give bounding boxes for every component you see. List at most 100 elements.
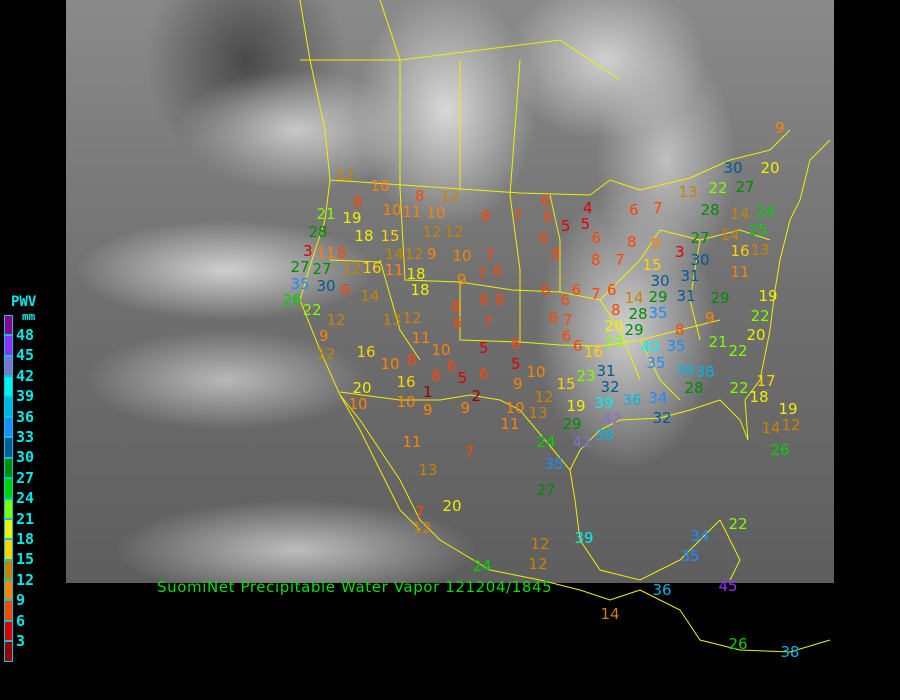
state-lines (329, 187, 771, 401)
us-mexico-border (339, 391, 571, 471)
station-pwv-value: 6 (560, 290, 571, 309)
station-pwv-value: 35 (680, 546, 700, 565)
station-pwv-value: 12 (444, 222, 464, 241)
station-pwv-value: 32 (600, 377, 620, 396)
station-pwv-value: 34 (690, 526, 710, 545)
station-pwv-value: 42 (572, 432, 592, 451)
station-pwv-value: 7 (465, 442, 475, 461)
canada-provinces (300, 0, 621, 196)
station-pwv-value: 38 (695, 362, 715, 381)
station-pwv-value: 35 (544, 454, 564, 473)
legend-swatch (4, 376, 13, 397)
station-pwv-value: 10 (431, 340, 451, 359)
station-pwv-value: 12 (422, 222, 442, 241)
legend-tick-label: 9 (16, 591, 26, 610)
station-pwv-value: 15 (380, 226, 400, 245)
station-pwv-value: 11 (402, 432, 422, 451)
station-pwv-value: 14 (720, 225, 740, 244)
station-pwv-value: 13 (678, 182, 698, 201)
station-pwv-value: 6 (479, 290, 489, 309)
station-pwv-value: 10 (396, 392, 416, 411)
station-pwv-value: 13 (418, 460, 438, 479)
station-pwv-value: 10 (526, 362, 546, 381)
atlantic-coast (759, 139, 831, 381)
station-pwv-value: 6 (549, 308, 559, 327)
station-pwv-value: 12 (440, 187, 460, 206)
station-pwv-value: 19 (758, 286, 778, 305)
legend-swatch (4, 315, 13, 336)
station-pwv-value: 19 (342, 209, 362, 227)
station-pwv-value: 8 (353, 193, 363, 211)
pacific-coast (299, 0, 641, 601)
station-pwv-value: 15 (642, 256, 662, 274)
central-america (639, 589, 831, 653)
station-pwv-value: 14 (384, 244, 404, 263)
station-pwv-value: 7 (653, 198, 663, 217)
station-pwv-value: 7 (591, 284, 601, 303)
station-pwv-value: 18 (354, 226, 374, 245)
legend-swatch (4, 396, 13, 417)
station-pwv-value: 18 (406, 264, 426, 283)
station-pwv-value: 20 (760, 158, 780, 177)
station-pwv-value: 26 (282, 290, 302, 309)
legend-swatch (4, 457, 13, 479)
station-pwv-value: 6 (479, 364, 489, 383)
station-pwv-value: 30 (650, 272, 670, 290)
station-pwv-value: 22 (728, 514, 748, 533)
station-pwv-value: 3 (675, 242, 685, 261)
station-pwv-value: 27 (536, 480, 556, 499)
station-pwv-value: 19 (778, 399, 798, 418)
station-pwv-value: 8 (591, 250, 601, 269)
legend-swatch (4, 335, 13, 356)
station-pwv-value: 39 (574, 528, 594, 547)
station-pwv-value: 12 (326, 310, 346, 329)
legend-tick-label: 12 (16, 570, 35, 589)
station-pwv-value: 7 (513, 206, 523, 225)
station-pwv-value: 6 (541, 280, 551, 299)
station-pwv-value: 9 (705, 308, 715, 327)
station-pwv-value: 31 (596, 361, 616, 380)
station-pwv-value: 26 (770, 440, 790, 459)
station-pwv-value: 30 (316, 276, 336, 295)
station-pwv-value: 30 (690, 250, 710, 269)
satellite-image (66, 0, 834, 583)
legend-unit: mm (22, 310, 36, 323)
station-pwv-value: 29 (624, 321, 644, 340)
station-pwv-value: 11 (402, 202, 422, 221)
station-pwv-value: 32 (652, 408, 672, 427)
legend-swatch (4, 478, 13, 499)
legend-swatch (4, 620, 13, 642)
legend-swatch (4, 355, 13, 377)
legend-tick-label: 45 (16, 346, 35, 365)
station-pwv-value: 14 (360, 286, 380, 305)
map-title: SuomiNet Precipitable Water Vapor 121204… (157, 578, 553, 596)
station-pwv-value: 21 (708, 332, 728, 351)
station-pwv-value: 8 (337, 243, 347, 262)
station-pwv-value: 16 (730, 241, 750, 260)
station-pwv-value: 8 (407, 350, 417, 369)
station-pwv-value: 27 (290, 257, 310, 276)
legend-swatch (4, 518, 13, 540)
station-pwv-value: 12 (412, 518, 432, 537)
station-pwv-value: 27 (735, 177, 755, 196)
station-pwv-value: 9 (457, 270, 467, 289)
station-pwv-value: 8 (675, 320, 685, 339)
legend-tick-label: 21 (16, 509, 35, 528)
legend-tick-label: 3 (16, 632, 26, 650)
legend-swatch (4, 437, 13, 458)
station-pwv-value: 10 (380, 354, 400, 373)
station-pwv-value: 9 (423, 400, 433, 419)
station-pwv-value: 19 (566, 396, 586, 415)
station-pwv-value: 21 (316, 204, 336, 223)
station-pwv-value: 7 (415, 502, 425, 521)
legend-swatch (4, 498, 13, 519)
station-pwv-value: 9 (427, 244, 437, 263)
station-pwv-value: 8 (611, 301, 621, 320)
station-pwv-value: 6 (607, 280, 617, 299)
station-pwv-value: 8 (481, 206, 491, 225)
station-pwv-value: 10 (370, 176, 390, 195)
legend-tick-label: 18 (16, 530, 35, 548)
station-pwv-value: 12 (534, 387, 554, 406)
station-pwv-value: 11 (316, 243, 336, 262)
